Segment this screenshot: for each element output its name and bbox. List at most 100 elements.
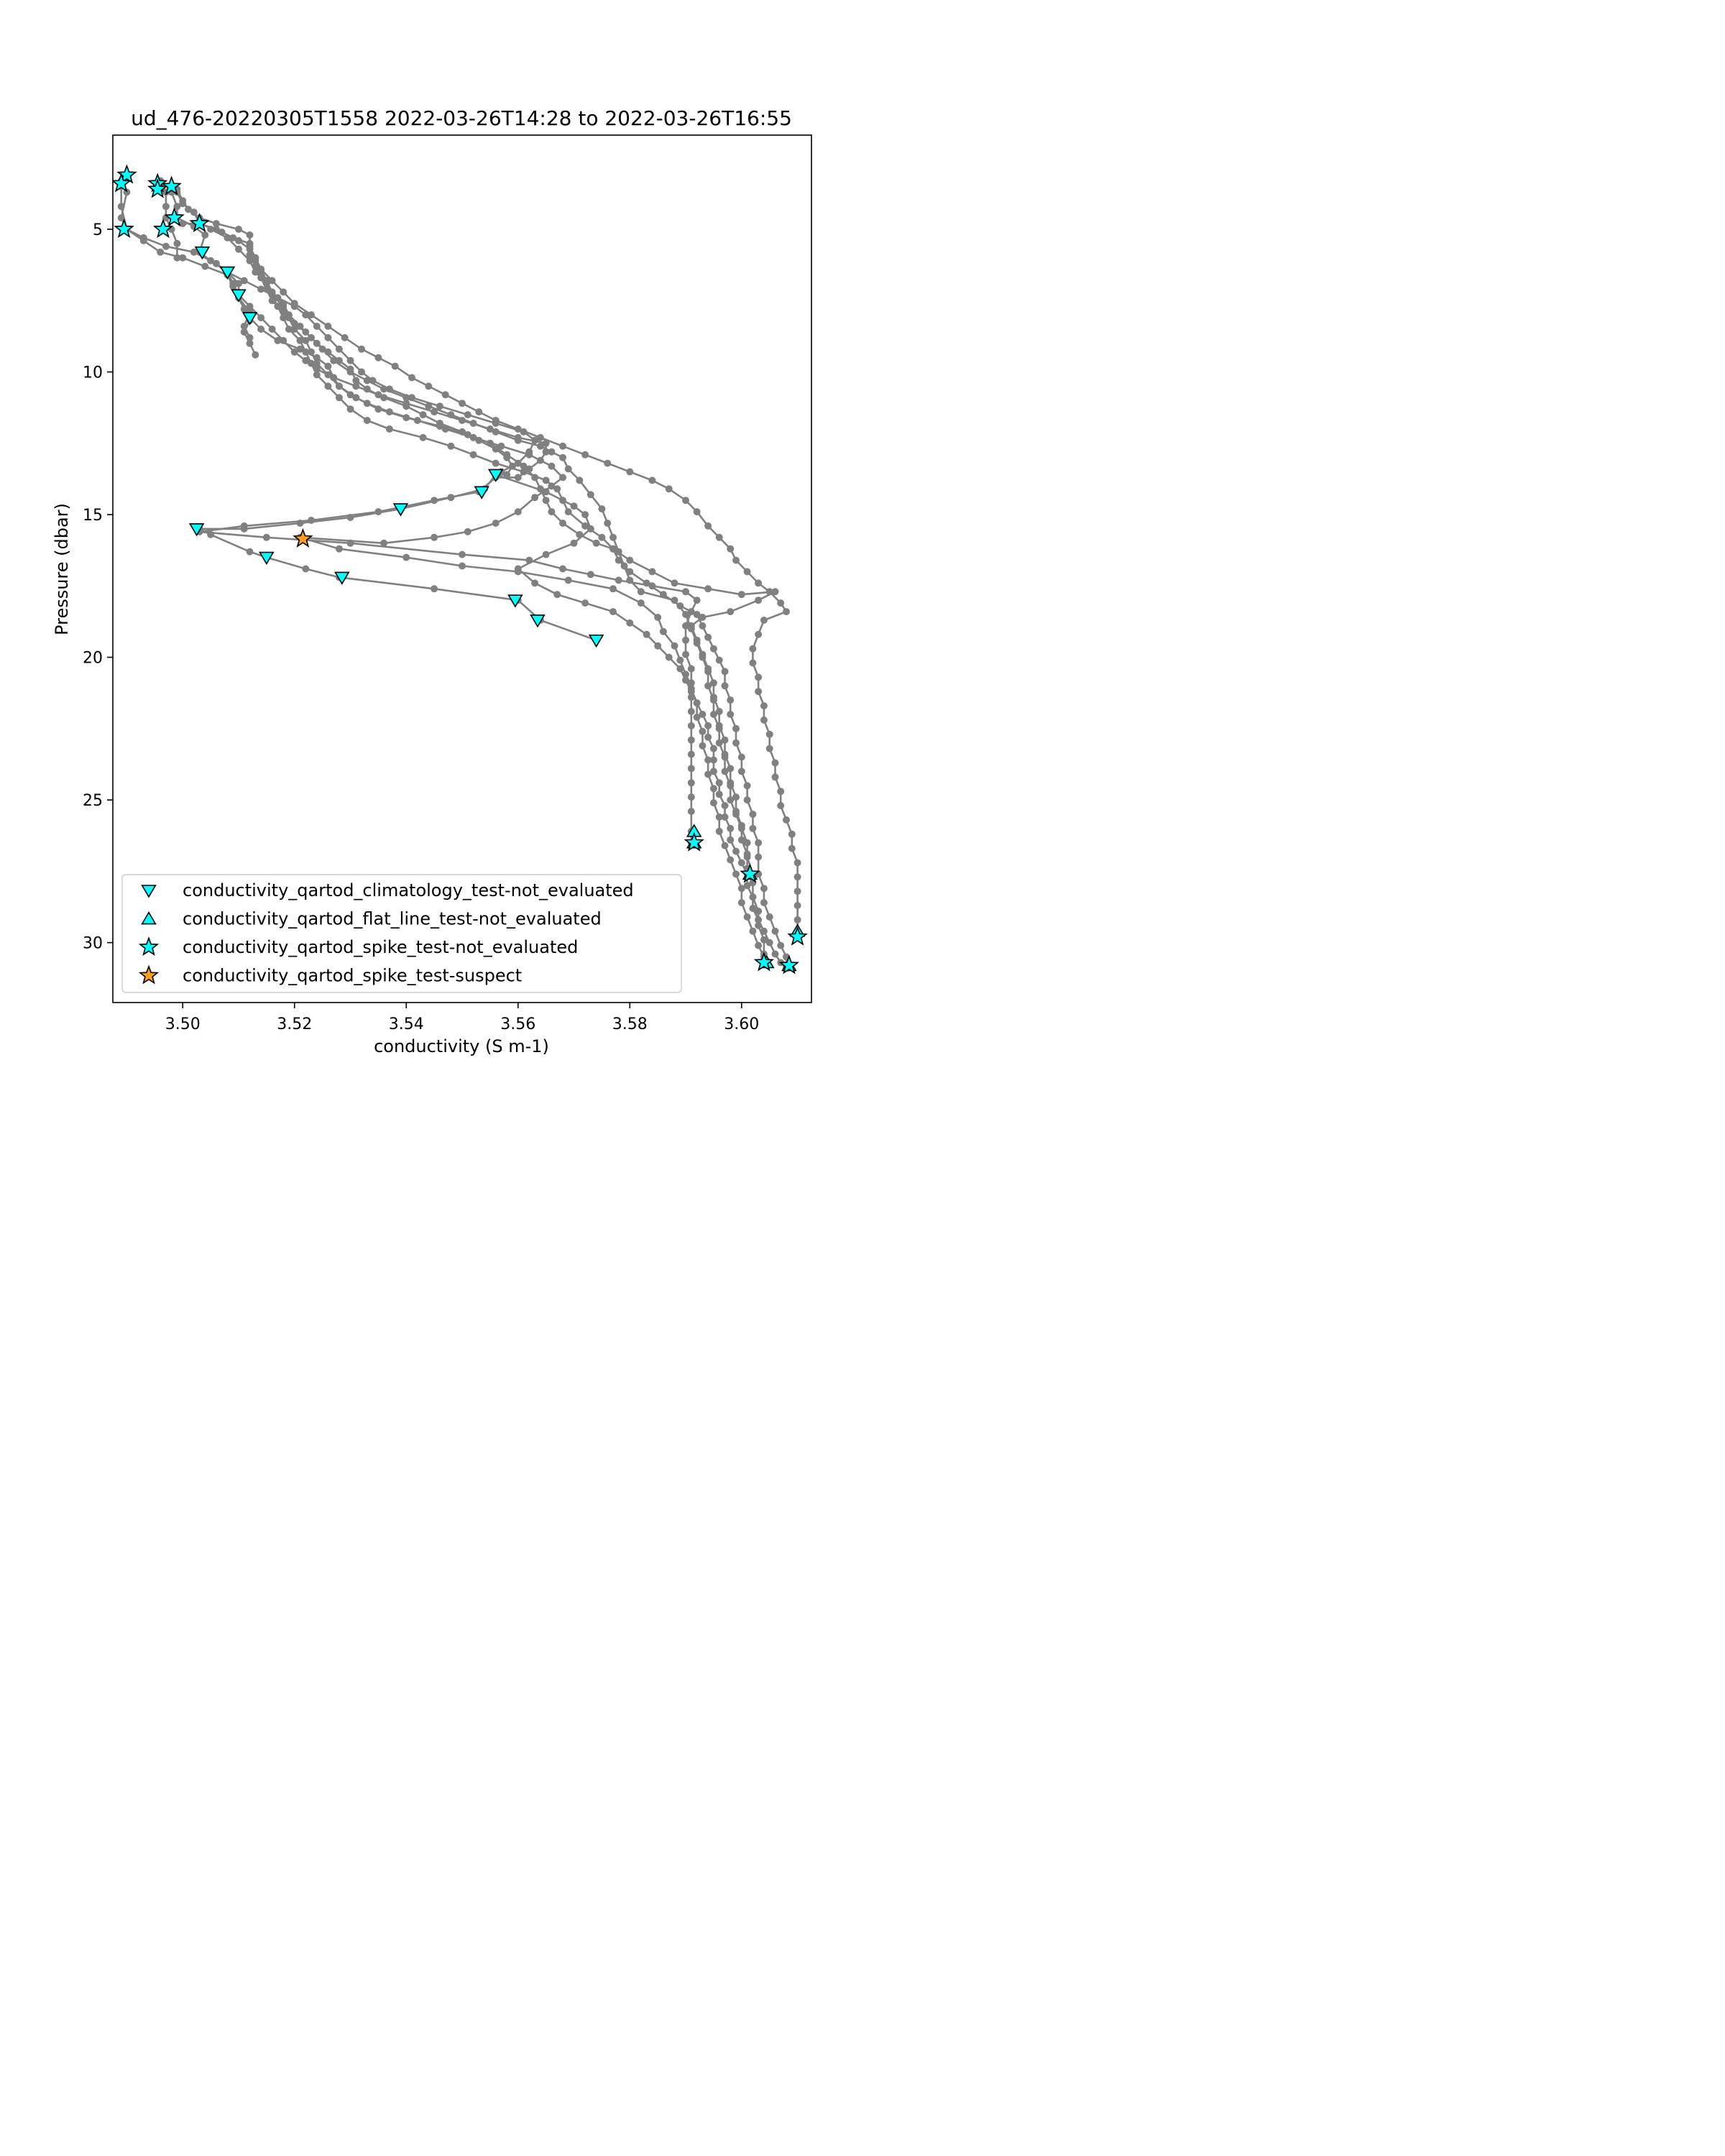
profile-point [693, 508, 701, 516]
profile-point [626, 556, 634, 564]
profile-point [419, 411, 427, 419]
profile-point [246, 231, 254, 239]
profile-point [459, 562, 466, 570]
profile-point [542, 476, 550, 484]
profile-point [308, 517, 315, 524]
profile-point [755, 921, 763, 929]
profile-point [374, 354, 382, 361]
profile-point [262, 285, 270, 293]
profile-point [732, 870, 740, 878]
profile-point [290, 303, 298, 310]
profile-point [721, 813, 729, 821]
profile-point [447, 411, 455, 419]
marker-triangle-down [259, 551, 275, 566]
legend: conductivity_qartod_climatology_test-not… [121, 874, 682, 993]
profile-point [117, 214, 125, 222]
profile-point [760, 617, 768, 624]
profile-point [302, 348, 310, 356]
profile-point [162, 242, 170, 250]
profile-point [268, 297, 276, 305]
profile-point [262, 280, 270, 287]
profile-point [727, 545, 735, 553]
profile-point [212, 226, 220, 233]
profile-point [280, 288, 288, 296]
y-tick-label: 30 [83, 935, 103, 953]
profile-point [224, 234, 231, 241]
profile-point [363, 385, 371, 393]
profile-point [185, 206, 192, 213]
profile-point [699, 727, 707, 735]
marker-star [114, 218, 134, 239]
profile-point [240, 328, 248, 336]
legend-label-4: conductivity_qartod_spike_test-suspect [183, 966, 522, 986]
profile-point [732, 793, 740, 801]
profile-point [676, 656, 684, 664]
profile-point [737, 899, 745, 906]
profile-point [548, 482, 556, 490]
profile-point [431, 497, 438, 505]
profile-point [755, 853, 763, 861]
profile-point [715, 739, 723, 747]
profile-point [727, 796, 735, 804]
profile-point [687, 665, 695, 673]
profile-point [760, 702, 768, 710]
profile-point [385, 385, 393, 393]
profile-point [598, 505, 606, 513]
marker-triangle-down [474, 486, 489, 499]
profile-point [346, 514, 354, 521]
profile-point [709, 785, 717, 793]
profile-point [604, 520, 612, 527]
profile-point [246, 303, 254, 310]
profile-point [285, 314, 293, 322]
profile-point [615, 556, 622, 564]
profile-point [682, 676, 689, 684]
profile-point [659, 591, 667, 599]
profile-point [743, 882, 751, 890]
profile-point [514, 459, 522, 467]
profile-point [699, 742, 707, 750]
profile-point [363, 377, 371, 384]
profile-point [732, 724, 740, 732]
profile-point [246, 245, 254, 253]
y-axis-ticks: 5 10 15 20 25 30 [83, 221, 113, 953]
profile-point [709, 679, 717, 687]
profile-point [620, 562, 628, 570]
profile-point [313, 371, 321, 379]
profile-point [721, 750, 729, 758]
profile-point [218, 229, 226, 236]
profile-point [581, 599, 589, 607]
profile-point [749, 811, 757, 818]
x-tick-label: 3.56 [500, 1015, 535, 1033]
profile-point [229, 234, 237, 241]
profile-point [308, 359, 315, 367]
profile-point [486, 425, 494, 433]
profile-point [699, 614, 707, 621]
profile-point [559, 474, 566, 482]
profile-point [469, 451, 477, 459]
profile-point [755, 941, 763, 949]
profile-point [324, 333, 332, 341]
marker-triangle-down [588, 634, 604, 648]
profile-point [257, 265, 265, 273]
profile-point [760, 936, 768, 944]
profile-point [715, 791, 723, 798]
profile-point [235, 226, 242, 233]
profile-point [687, 793, 695, 801]
profile-point [536, 485, 544, 493]
profile-point [246, 333, 254, 341]
profile-point [525, 451, 533, 459]
profile-point [346, 356, 354, 364]
profile-point [324, 348, 332, 356]
profile-point [503, 451, 511, 459]
profile-point [503, 471, 511, 479]
profile-point [179, 254, 187, 262]
profile-point [190, 208, 198, 216]
profile-point [402, 394, 410, 402]
profile-point [794, 902, 801, 909]
profile-point [721, 682, 729, 690]
profile-point [626, 576, 634, 584]
profile-point [252, 262, 259, 270]
profile-point [760, 927, 768, 935]
profile-point [280, 336, 288, 344]
profile-point [637, 588, 645, 596]
